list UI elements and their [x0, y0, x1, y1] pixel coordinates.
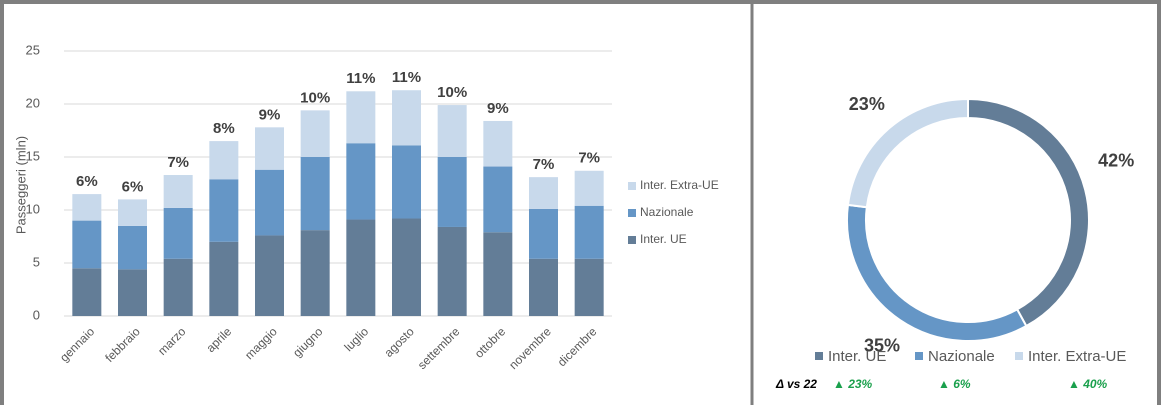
bar-segment	[346, 143, 376, 220]
bar-segment	[574, 205, 604, 259]
bar-top-label: 6%	[122, 178, 144, 195]
bar-segment	[163, 258, 193, 316]
bar-segment	[574, 258, 604, 316]
bar-top-label: 10%	[300, 89, 330, 106]
slice-label: 35%	[864, 335, 900, 355]
bar-top-label: 7%	[533, 156, 555, 173]
legend-label: Nazionale	[640, 205, 694, 219]
slice-label: 42%	[1098, 151, 1134, 171]
bar-segment	[72, 220, 102, 269]
delta-value: ▲ 23%	[833, 377, 873, 391]
legend-swatch	[628, 209, 636, 217]
bar-segment	[118, 269, 147, 316]
bar-segment	[72, 194, 102, 221]
y-tick-label: 20	[26, 95, 40, 110]
bar-top-label: 9%	[259, 106, 281, 123]
bar-segment	[529, 208, 558, 259]
bar-top-label: 10%	[437, 84, 467, 101]
bar-segment	[437, 105, 467, 157]
bar-segment	[300, 157, 330, 231]
bar-segment	[392, 218, 421, 316]
bar-segment	[529, 177, 558, 209]
y-tick-label: 15	[26, 148, 40, 163]
bar-segment	[437, 226, 467, 316]
bar-segment	[209, 241, 239, 316]
bar-top-label: 9%	[487, 100, 509, 117]
bar-segment	[255, 127, 284, 170]
bar-segment	[483, 120, 513, 167]
legend-label: Inter. UE	[640, 232, 687, 246]
bar-top-label: 11%	[346, 70, 375, 87]
delta-label: Δ vs 22	[775, 377, 817, 391]
y-axis-title: Passeggeri (mln)	[13, 136, 28, 234]
bar-segment	[392, 90, 421, 146]
bar-top-label: 7%	[167, 154, 189, 171]
bar-segment	[437, 157, 467, 227]
bar-segment	[209, 141, 239, 180]
bar-top-label: 7%	[578, 150, 600, 167]
y-tick-label: 25	[26, 42, 40, 57]
donut-slice	[846, 97, 969, 209]
legend-swatch	[815, 352, 823, 360]
legend-label: Inter. Extra-UE	[640, 178, 719, 192]
bar-segment	[529, 258, 558, 316]
bar-segment	[163, 175, 193, 208]
bar-top-label: 6%	[76, 173, 98, 190]
bar-top-label: 8%	[213, 120, 235, 137]
bar-top-label: 11%	[392, 69, 421, 86]
legend-label: Nazionale	[928, 348, 995, 365]
legend-swatch	[628, 182, 636, 190]
bar-segment	[163, 207, 193, 259]
bar-segment	[300, 230, 330, 316]
delta-value: ▲ 6%	[938, 377, 971, 391]
y-tick-label: 10	[26, 201, 40, 216]
delta-value: ▲ 40%	[1068, 377, 1108, 391]
bar-segment	[346, 219, 376, 316]
bar-segment	[118, 199, 147, 226]
y-tick-label: 0	[33, 307, 40, 322]
bar-segment	[255, 169, 284, 236]
bar-segment	[346, 91, 376, 144]
legend-swatch	[915, 352, 923, 360]
slice-label: 23%	[849, 94, 885, 114]
bar-segment	[118, 225, 147, 270]
bar-segment	[574, 170, 604, 206]
bar-segment	[300, 110, 330, 157]
bar-segment	[392, 145, 421, 219]
bar-segment	[72, 268, 102, 316]
legend-label: Inter. UE	[828, 348, 886, 365]
bar-segment	[209, 179, 239, 242]
bar-segment	[255, 235, 284, 316]
legend-label: Inter. Extra-UE	[1028, 348, 1126, 365]
bar-segment	[483, 166, 513, 233]
legend-swatch	[1015, 352, 1023, 360]
bar-segment	[483, 232, 513, 316]
legend-swatch	[628, 236, 636, 244]
y-tick-label: 5	[33, 254, 40, 269]
